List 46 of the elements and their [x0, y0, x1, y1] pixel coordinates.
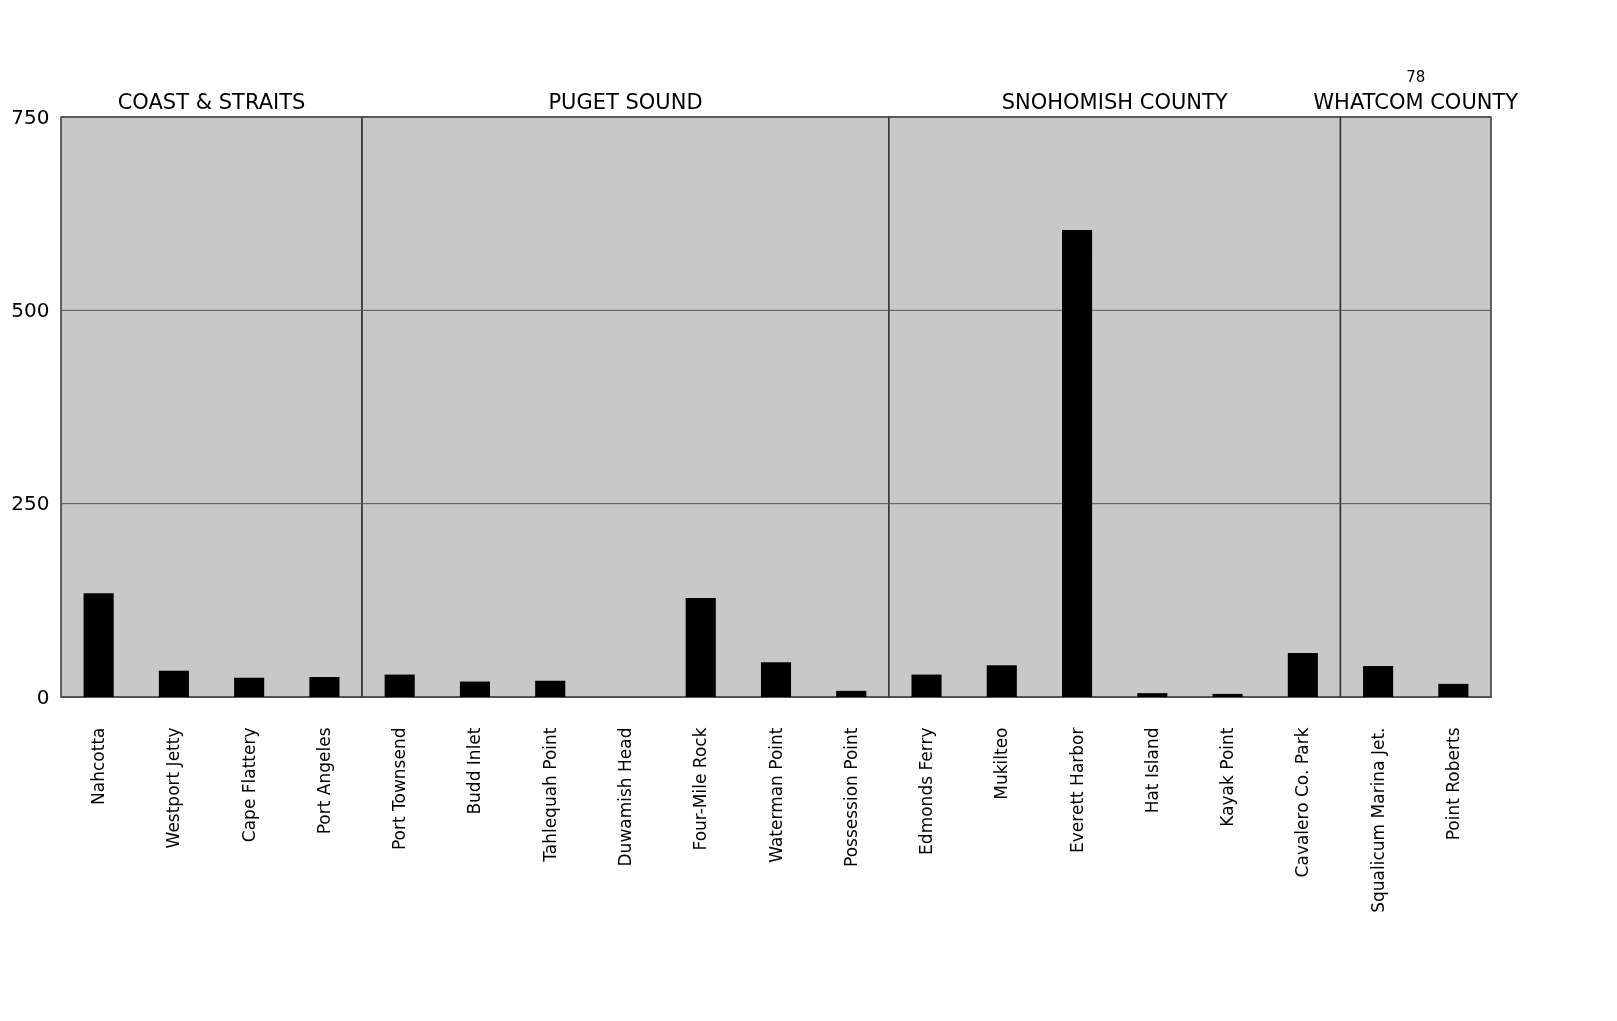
bar	[911, 674, 942, 697]
bar	[1438, 683, 1469, 697]
bar	[234, 677, 265, 697]
bar	[836, 690, 867, 697]
bar	[83, 593, 114, 697]
x-tick-label: Mukilteo	[991, 727, 1012, 800]
x-tick-label: Duwamish Head	[614, 727, 635, 867]
bar	[1363, 666, 1394, 697]
bar	[1062, 229, 1093, 697]
x-tick-label: Edmonds Ferry	[916, 727, 937, 855]
x-tick-label: Nahcotta	[88, 727, 109, 805]
y-tick-label: 250	[11, 491, 50, 516]
x-tick-label: Port Townsend	[389, 727, 410, 851]
band-label: SNOHOMISH COUNTY	[1001, 90, 1228, 114]
x-tick-label: Squalicum Marina Jet.	[1367, 727, 1388, 913]
x-tick-label: Four-Mile Rock	[690, 727, 711, 851]
bar	[1287, 652, 1318, 697]
bar	[1212, 693, 1243, 697]
bar	[309, 676, 340, 697]
bar	[1137, 693, 1168, 697]
band-label: COAST & STRAITS	[117, 90, 306, 114]
bar	[535, 680, 566, 697]
x-tick-label: Everett Harbor	[1066, 727, 1087, 853]
band-label: PUGET SOUND	[548, 90, 703, 114]
x-tick-label: Kayak Point	[1217, 727, 1238, 827]
x-tick-label: Cavalero Co. Park	[1292, 727, 1313, 878]
bar	[685, 598, 716, 697]
x-tick-label: Cape Flattery	[238, 727, 259, 843]
y-tick-label: 500	[11, 297, 50, 322]
x-tick-label: Westport Jetty	[163, 727, 184, 849]
y-tick-label: 750	[11, 104, 50, 129]
band-label: WHATCOM COUNTY	[1313, 90, 1519, 114]
x-tick-label: Waterman Point	[765, 727, 786, 863]
x-tick-label: Tahlequah Point	[539, 727, 560, 863]
bar	[158, 670, 189, 697]
x-tick-label: Point Roberts	[1442, 727, 1463, 841]
x-tick-label: Port Angeles	[313, 727, 334, 835]
y-tick-label: 0	[36, 684, 50, 709]
bar	[384, 674, 415, 697]
text: 78	[1406, 68, 1426, 86]
bar	[986, 665, 1017, 697]
x-tick-label: Possession Point	[840, 727, 861, 867]
bar	[459, 681, 490, 697]
bar	[760, 662, 792, 697]
x-tick-label: Budd Inlet	[464, 727, 485, 815]
x-tick-label: Hat Island	[1141, 727, 1162, 814]
